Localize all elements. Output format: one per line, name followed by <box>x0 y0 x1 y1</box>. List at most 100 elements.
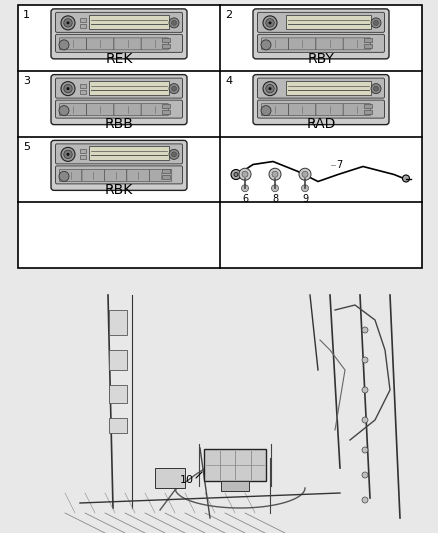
Circle shape <box>64 19 72 27</box>
FancyBboxPatch shape <box>56 34 183 52</box>
Circle shape <box>64 150 72 159</box>
FancyBboxPatch shape <box>56 100 183 118</box>
Circle shape <box>272 171 278 177</box>
Circle shape <box>172 20 177 26</box>
Text: REK: REK <box>105 52 133 66</box>
FancyBboxPatch shape <box>60 103 87 116</box>
Circle shape <box>61 82 75 95</box>
Circle shape <box>371 18 381 28</box>
Bar <box>89 80 169 95</box>
Bar <box>204 449 266 481</box>
Bar <box>155 468 185 488</box>
Circle shape <box>67 153 70 156</box>
FancyBboxPatch shape <box>56 78 183 98</box>
FancyBboxPatch shape <box>82 169 104 181</box>
Bar <box>109 418 127 433</box>
Circle shape <box>362 472 368 478</box>
Bar <box>364 38 372 42</box>
FancyBboxPatch shape <box>316 103 343 116</box>
Text: 6: 6 <box>242 194 248 204</box>
Text: 10: 10 <box>180 475 194 485</box>
Text: RBB: RBB <box>105 117 134 132</box>
FancyBboxPatch shape <box>258 100 385 118</box>
Circle shape <box>64 84 72 93</box>
Circle shape <box>302 171 308 177</box>
Text: 5: 5 <box>23 141 30 151</box>
Circle shape <box>172 152 177 157</box>
FancyBboxPatch shape <box>51 140 187 190</box>
FancyBboxPatch shape <box>253 9 389 59</box>
Circle shape <box>362 387 368 393</box>
Bar <box>80 18 86 22</box>
Bar <box>80 90 86 94</box>
FancyBboxPatch shape <box>289 103 316 116</box>
FancyBboxPatch shape <box>258 34 385 52</box>
Text: RAD: RAD <box>306 117 336 132</box>
Text: 1: 1 <box>23 10 30 20</box>
FancyBboxPatch shape <box>60 169 82 181</box>
Circle shape <box>268 21 272 25</box>
FancyBboxPatch shape <box>51 75 187 125</box>
FancyBboxPatch shape <box>87 38 114 50</box>
FancyBboxPatch shape <box>343 38 371 50</box>
Circle shape <box>231 169 241 180</box>
FancyBboxPatch shape <box>258 12 385 33</box>
Bar <box>109 310 127 335</box>
Text: 9: 9 <box>302 194 308 204</box>
Circle shape <box>59 172 69 181</box>
Text: 8: 8 <box>272 194 278 204</box>
FancyBboxPatch shape <box>253 75 389 125</box>
Bar <box>364 44 372 48</box>
FancyBboxPatch shape <box>261 38 289 50</box>
FancyBboxPatch shape <box>261 103 289 116</box>
FancyBboxPatch shape <box>141 103 168 116</box>
Circle shape <box>269 168 281 180</box>
Bar <box>80 84 86 87</box>
Bar <box>162 38 170 42</box>
Circle shape <box>266 84 274 93</box>
FancyBboxPatch shape <box>316 38 343 50</box>
Circle shape <box>59 106 69 116</box>
Bar <box>109 350 127 370</box>
Bar <box>286 15 371 29</box>
FancyBboxPatch shape <box>149 169 172 181</box>
Circle shape <box>59 40 69 50</box>
Bar <box>221 481 249 491</box>
Circle shape <box>261 40 271 50</box>
FancyBboxPatch shape <box>127 169 149 181</box>
Circle shape <box>61 148 75 161</box>
Bar <box>80 149 86 154</box>
Circle shape <box>263 82 277 95</box>
Circle shape <box>362 357 368 363</box>
Circle shape <box>61 16 75 30</box>
FancyBboxPatch shape <box>289 38 316 50</box>
Circle shape <box>374 86 378 91</box>
Circle shape <box>266 19 274 27</box>
Text: 2: 2 <box>225 10 232 20</box>
Circle shape <box>268 87 272 90</box>
FancyBboxPatch shape <box>56 12 183 33</box>
Circle shape <box>172 86 177 91</box>
Circle shape <box>169 18 179 28</box>
FancyBboxPatch shape <box>141 38 168 50</box>
FancyBboxPatch shape <box>104 169 127 181</box>
FancyBboxPatch shape <box>56 144 183 164</box>
Bar <box>89 15 169 29</box>
Circle shape <box>234 173 238 176</box>
Circle shape <box>362 417 368 423</box>
Bar <box>162 44 170 48</box>
Circle shape <box>362 327 368 333</box>
Circle shape <box>261 106 271 116</box>
FancyBboxPatch shape <box>343 103 371 116</box>
FancyBboxPatch shape <box>258 78 385 98</box>
Circle shape <box>169 149 179 159</box>
Bar <box>286 80 371 95</box>
Circle shape <box>242 171 248 177</box>
Text: RBY: RBY <box>307 52 335 66</box>
Circle shape <box>241 185 248 192</box>
Circle shape <box>362 447 368 453</box>
FancyBboxPatch shape <box>51 9 187 59</box>
Circle shape <box>239 168 251 180</box>
Circle shape <box>169 84 179 94</box>
Circle shape <box>263 16 277 30</box>
